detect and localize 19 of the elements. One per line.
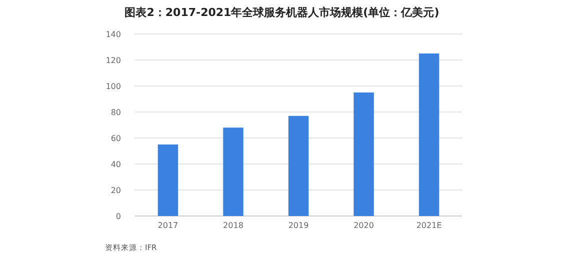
x-tick-label: 2021E xyxy=(416,221,442,230)
y-tick-label: 140 xyxy=(106,30,121,39)
bar xyxy=(158,144,178,216)
bar xyxy=(418,54,440,216)
bar xyxy=(354,92,374,216)
x-tick-label: 2019 xyxy=(288,221,309,230)
bar xyxy=(288,116,309,216)
x-tick-label: 2020 xyxy=(354,221,374,230)
y-tick-label: 60 xyxy=(110,134,121,143)
y-tick-label: 80 xyxy=(110,108,121,117)
bar xyxy=(223,128,244,216)
y-tick-label: 40 xyxy=(110,160,121,169)
y-tick-label: 0 xyxy=(116,212,121,221)
x-tick-label: 2018 xyxy=(223,221,244,230)
x-tick-label: 2017 xyxy=(158,221,178,230)
y-tick-label: 20 xyxy=(110,186,121,195)
y-tick-label: 120 xyxy=(106,56,121,65)
chart-title: 图表2：2017-2021年全球服务机器人市场规模(单位：亿美元) xyxy=(124,6,440,19)
y-tick-label: 100 xyxy=(106,82,121,91)
